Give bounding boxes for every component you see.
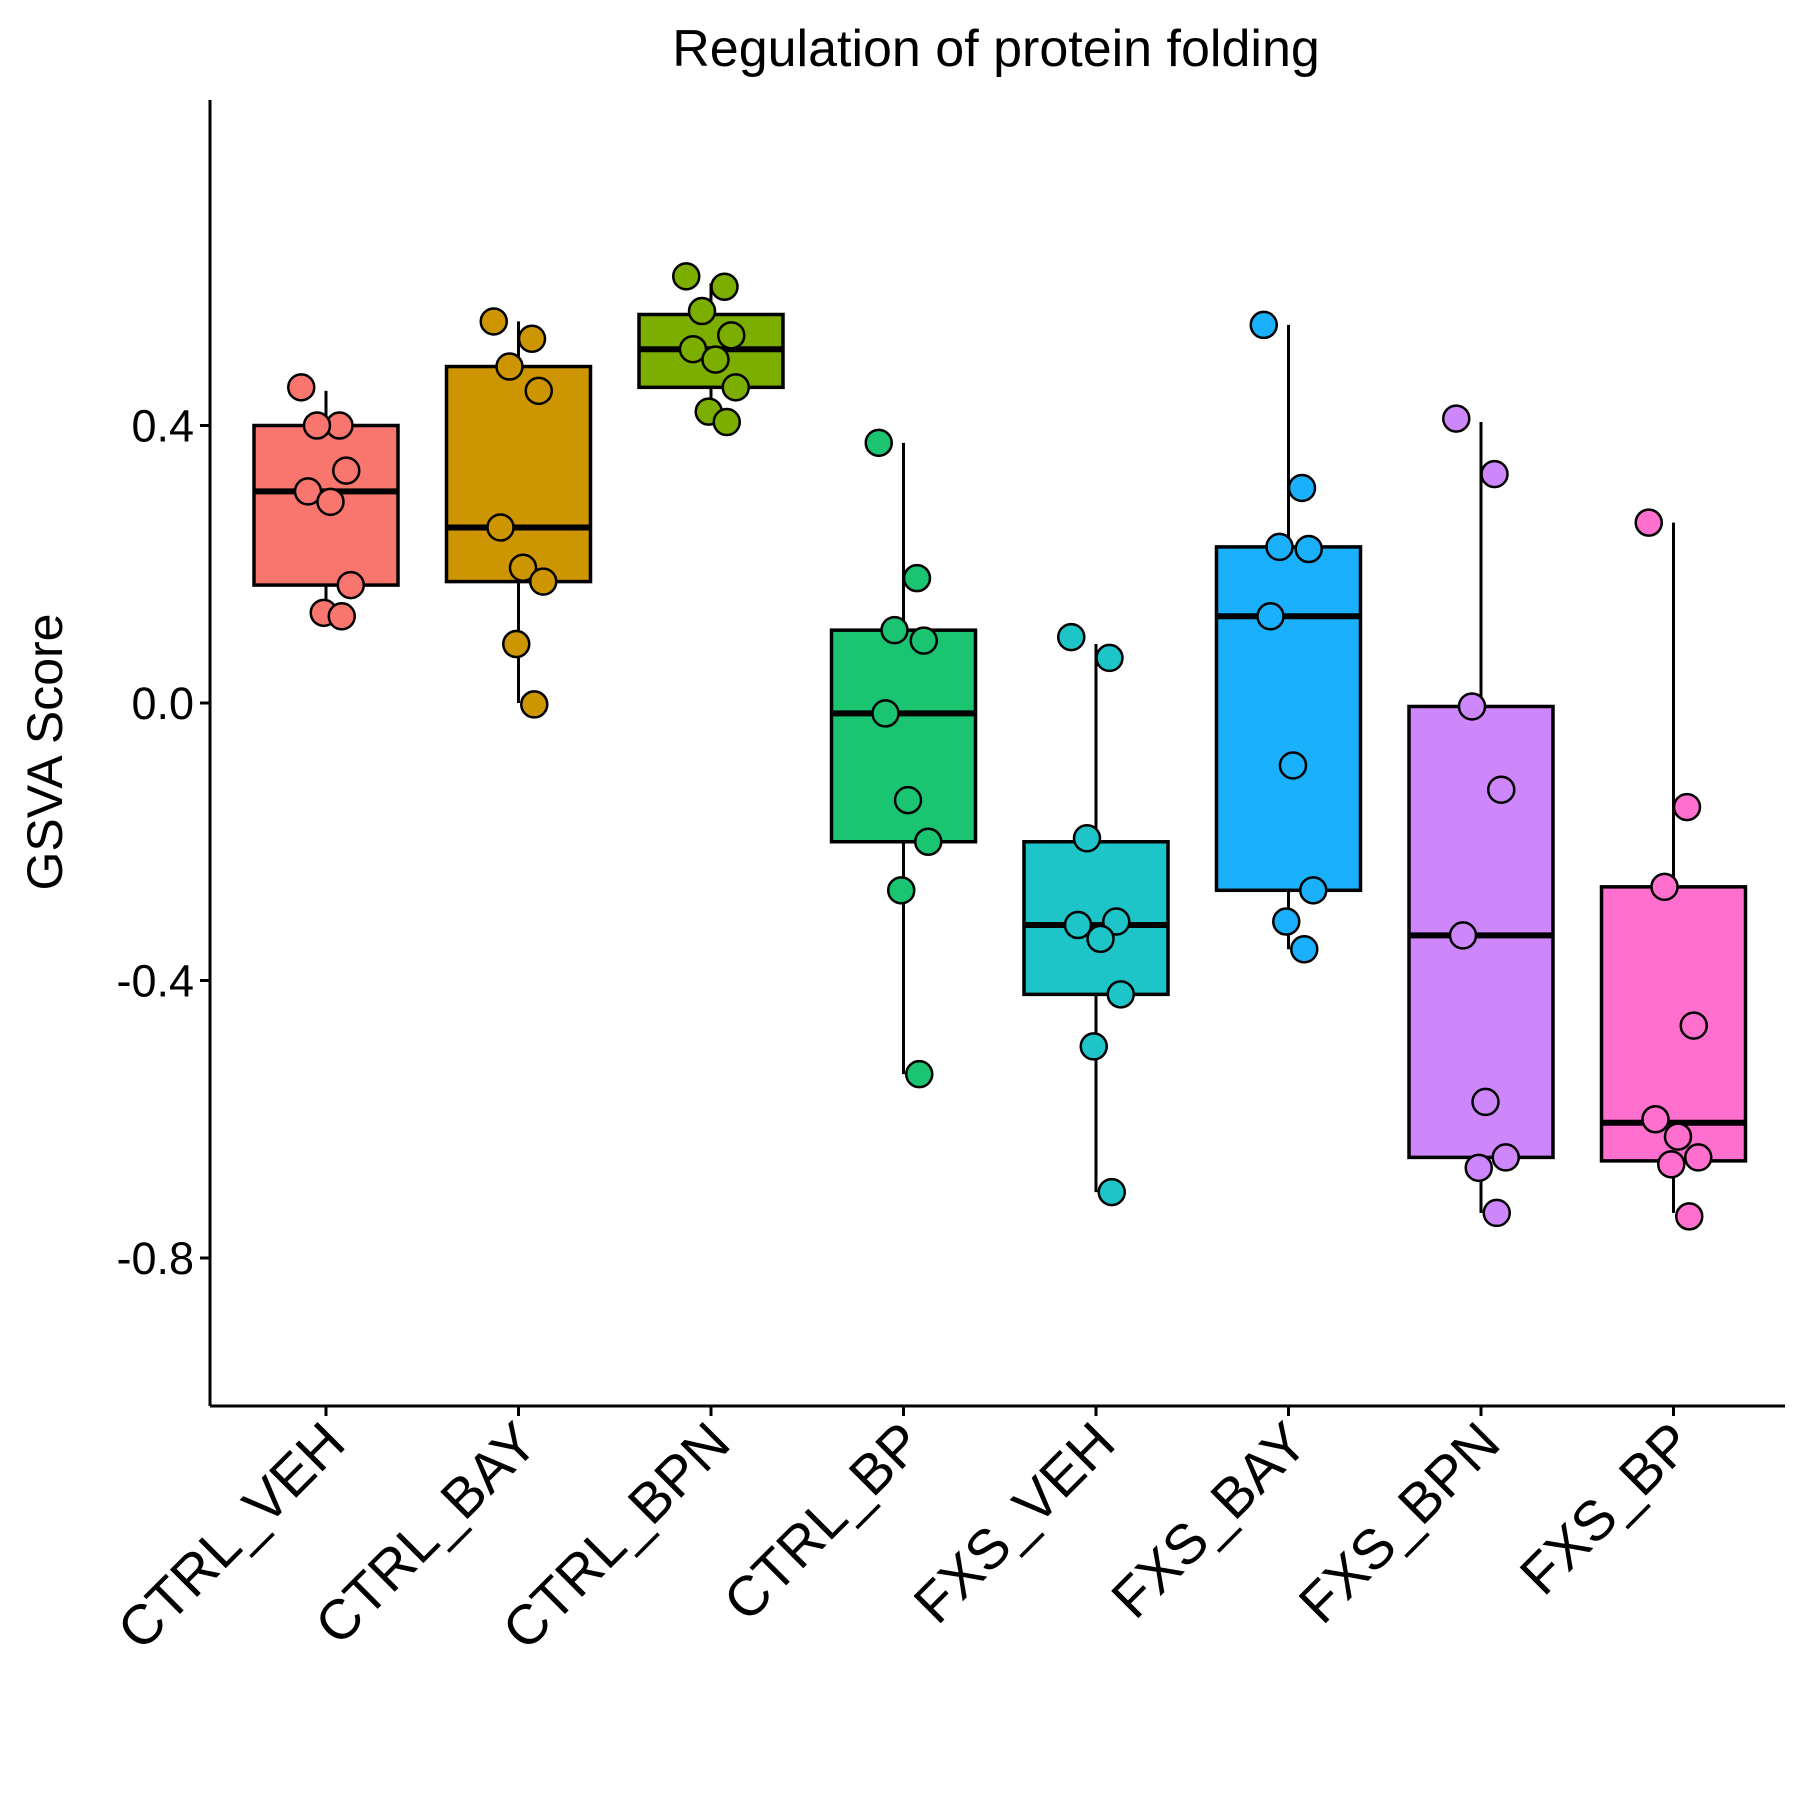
- data-point: [1265, 532, 1294, 562]
- box-body: [1407, 704, 1555, 1160]
- data-point: [302, 411, 332, 440]
- data-point: [1634, 508, 1663, 537]
- data-point: [517, 324, 547, 354]
- box-body: [444, 364, 593, 584]
- data-point: [909, 626, 938, 655]
- data-point: [1095, 643, 1124, 673]
- data-point: [1491, 1143, 1520, 1172]
- data-point: [1482, 1198, 1511, 1228]
- data-point: [502, 629, 531, 659]
- x-tick-label: FXS_BAY: [1099, 1410, 1319, 1630]
- data-point: [287, 373, 316, 402]
- data-point: [1457, 692, 1487, 721]
- data-point: [479, 307, 508, 336]
- data-point: [902, 563, 932, 593]
- data-point: [336, 570, 365, 600]
- data-point: [1294, 534, 1323, 564]
- data-point: [1256, 602, 1285, 631]
- data-point: [1684, 1143, 1713, 1172]
- x-tick-label: FXS_BPN: [1286, 1410, 1511, 1635]
- y-axis-label: GSVA Score: [17, 614, 73, 891]
- x-tick-label: CTRL_BP: [711, 1410, 934, 1633]
- data-point: [880, 615, 909, 645]
- data-point: [1072, 824, 1102, 853]
- data-point: [1102, 907, 1131, 936]
- box-body: [1022, 840, 1170, 997]
- plot-area: -0.8-0.40.00.4CTRL_VEHCTRL_BAYCTRL_BPNCT…: [105, 100, 1785, 1661]
- data-point: [1672, 792, 1702, 822]
- y-tick-label: 0.0: [131, 678, 194, 729]
- data-point: [327, 602, 356, 631]
- data-point: [1086, 924, 1115, 954]
- data-point: [1097, 1177, 1126, 1207]
- box-group: CTRL_VEH: [105, 373, 400, 1661]
- x-tick-label: FXS_VEH: [901, 1410, 1126, 1635]
- data-point: [1480, 459, 1509, 489]
- data-point: [1641, 1105, 1670, 1134]
- data-point: [486, 513, 515, 542]
- data-point: [1057, 622, 1086, 652]
- data-point: [712, 407, 741, 437]
- data-point: [524, 376, 553, 406]
- data-point: [1657, 1150, 1686, 1179]
- data-point: [1650, 872, 1679, 902]
- data-point: [1299, 876, 1328, 905]
- data-point: [871, 699, 900, 728]
- chart-title: Regulation of protein folding: [672, 20, 1320, 78]
- data-point: [529, 567, 558, 596]
- data-point: [701, 345, 730, 374]
- box-group: CTRL_BP: [711, 428, 978, 1633]
- data-point: [1272, 907, 1301, 936]
- data-point: [1079, 1032, 1108, 1061]
- x-tick-label: FXS_BP: [1508, 1410, 1704, 1606]
- data-point: [887, 876, 916, 905]
- data-point: [710, 272, 739, 301]
- data-point: [1063, 910, 1093, 940]
- data-point: [864, 428, 893, 458]
- data-point: [1106, 980, 1135, 1009]
- data-point: [1249, 310, 1278, 340]
- y-tick-label: -0.8: [116, 1233, 194, 1284]
- data-point: [520, 690, 549, 719]
- data-point: [1679, 1011, 1708, 1040]
- data-point: [1471, 1087, 1500, 1117]
- data-point: [1442, 404, 1471, 433]
- data-point: [1464, 1153, 1493, 1183]
- data-point: [717, 321, 746, 350]
- data-point: [1278, 751, 1308, 780]
- data-point: [316, 487, 345, 517]
- data-point: [672, 262, 701, 291]
- data-point: [1675, 1202, 1704, 1231]
- data-point: [687, 296, 717, 326]
- data-point: [721, 373, 750, 402]
- y-tick-label: 0.4: [131, 401, 194, 452]
- data-point: [332, 456, 361, 485]
- box-body: [1214, 545, 1363, 893]
- data-point: [1487, 775, 1516, 804]
- data-point: [914, 827, 943, 856]
- data-point: [508, 553, 538, 582]
- data-point: [1663, 1122, 1693, 1151]
- data-point: [893, 785, 923, 815]
- data-point: [495, 352, 524, 381]
- y-tick-label: -0.4: [116, 956, 194, 1007]
- data-point: [1448, 921, 1478, 950]
- data-point: [905, 1059, 934, 1089]
- data-point: [1287, 473, 1317, 503]
- data-point: [1290, 935, 1319, 964]
